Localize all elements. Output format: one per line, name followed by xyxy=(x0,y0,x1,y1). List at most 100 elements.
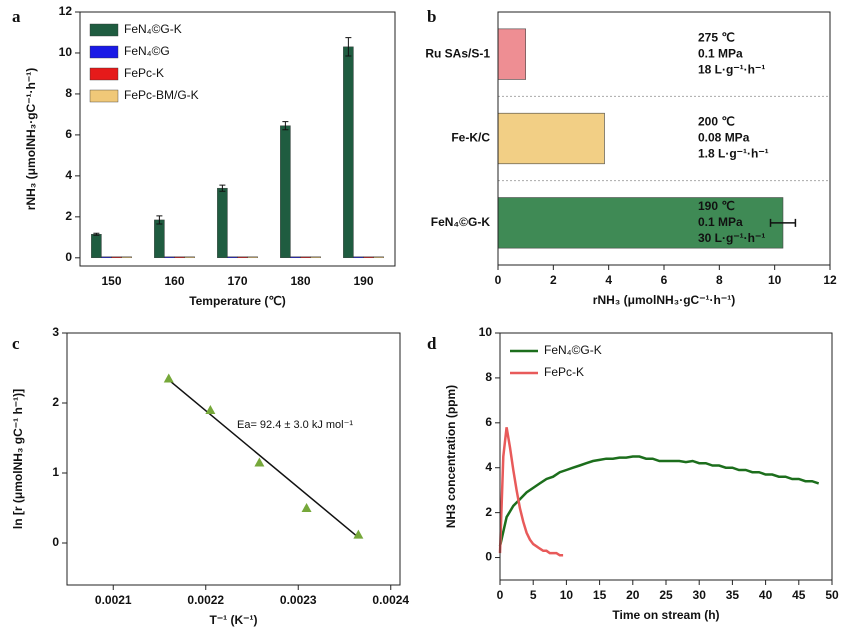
error-bar xyxy=(156,215,163,225)
legend-label: FeN₄©G xyxy=(124,44,170,58)
x-tick-label: 45 xyxy=(792,588,806,602)
x-tick-label: 0.0022 xyxy=(187,593,224,607)
x-tick-label: 0.0021 xyxy=(95,593,132,607)
bar xyxy=(497,197,784,249)
bar xyxy=(217,187,228,259)
bar xyxy=(121,256,132,259)
annotation: 18 L·g⁻¹·h⁻¹ xyxy=(698,62,765,76)
annotation: 1.8 L·g⁻¹·h⁻¹ xyxy=(698,147,769,161)
y-tick-label: 10 xyxy=(479,325,493,339)
x-tick-label: 25 xyxy=(659,588,673,602)
y-tick-label: 0 xyxy=(485,550,492,564)
annotation: 200 ℃ xyxy=(698,115,735,129)
panel-label: d xyxy=(427,334,437,353)
error-bar xyxy=(93,232,100,236)
legend-swatch xyxy=(89,23,119,37)
bar xyxy=(280,125,291,259)
y-tick-label: 2 xyxy=(65,209,72,223)
x-tick-label: 2 xyxy=(550,273,557,287)
bar xyxy=(174,256,185,259)
point xyxy=(301,503,312,512)
error-bar xyxy=(345,37,352,57)
annotation: 275 ℃ xyxy=(698,30,735,44)
y-tick-label: 2 xyxy=(52,395,59,409)
panel-label: b xyxy=(427,7,436,26)
annotation: 0.1 MPa xyxy=(698,215,743,229)
annotation: Ea= 92.4 ± 3.0 kJ mol⁻¹ xyxy=(237,419,353,431)
bar xyxy=(363,256,374,259)
x-tick-label: 0 xyxy=(497,588,504,602)
bar xyxy=(111,256,122,259)
x-tick-label: 190 xyxy=(353,274,373,288)
y-tick-label: FeN₄©G-K xyxy=(431,215,491,229)
y-axis-label: ln [r (μmolNH₃ gC⁻¹ h⁻¹)] xyxy=(11,389,25,529)
x-axis-label: rNH₃ (μmolNH₃·gC⁻¹·h⁻¹) xyxy=(593,293,735,307)
bar xyxy=(373,256,384,259)
y-tick-label: 6 xyxy=(65,127,72,141)
line xyxy=(498,427,564,557)
x-tick-label: 180 xyxy=(290,274,310,288)
x-tick-label: 0 xyxy=(495,273,502,287)
x-tick-label: 0.0023 xyxy=(280,593,317,607)
plot-frame xyxy=(66,332,401,586)
bar xyxy=(164,256,175,259)
y-tick-label: 0 xyxy=(65,250,72,264)
annotation: 190 ℃ xyxy=(698,199,735,213)
y-tick-label: 1 xyxy=(52,465,59,479)
line xyxy=(498,455,820,547)
x-axis-label: Temperature (℃) xyxy=(189,294,286,308)
bar xyxy=(101,256,112,259)
fit-line xyxy=(168,379,359,538)
bar xyxy=(227,256,238,259)
x-tick-label: 10 xyxy=(560,588,574,602)
point xyxy=(205,405,216,414)
bar xyxy=(290,256,301,259)
y-axis-label: NH3 concentration (ppm) xyxy=(444,385,458,528)
y-tick-label: 8 xyxy=(485,370,492,384)
y-tick-label: 3 xyxy=(52,325,59,339)
error-bar xyxy=(282,121,289,131)
y-tick-label: 0 xyxy=(52,535,59,549)
x-tick-label: 8 xyxy=(716,273,723,287)
legend-swatch xyxy=(89,45,119,59)
y-tick-label: 12 xyxy=(59,4,73,18)
legend-label: FeN₄©G-K xyxy=(124,22,182,36)
legend-swatch xyxy=(89,67,119,81)
bar xyxy=(247,256,258,259)
x-tick-label: 170 xyxy=(227,274,247,288)
y-tick-label: Ru SAs/S-1 xyxy=(425,46,490,60)
bar xyxy=(91,234,102,259)
panel-label: a xyxy=(12,7,21,26)
x-tick-label: 30 xyxy=(693,588,707,602)
y-tick-label: 10 xyxy=(59,45,73,59)
x-tick-label: 4 xyxy=(605,273,612,287)
y-tick-label: 2 xyxy=(485,505,492,519)
bar xyxy=(343,46,354,259)
annotation: 30 L·g⁻¹·h⁻¹ xyxy=(698,231,765,245)
bar xyxy=(300,256,311,259)
legend-swatch xyxy=(89,89,119,103)
y-axis-label: rNH₃ (μmolNH₃·gC⁻¹·h⁻¹) xyxy=(24,68,38,210)
x-tick-label: 50 xyxy=(825,588,839,602)
legend-label: FePc-K xyxy=(544,365,584,379)
y-tick-label: 8 xyxy=(65,86,72,100)
bar xyxy=(497,112,605,165)
y-tick-label: 4 xyxy=(65,168,72,182)
plot-frame xyxy=(497,11,831,266)
x-tick-label: 150 xyxy=(101,274,121,288)
bar xyxy=(237,256,248,259)
x-tick-label: 0.0024 xyxy=(372,593,409,607)
point xyxy=(163,373,174,383)
bar xyxy=(154,219,165,259)
y-tick-label: Fe-K/C xyxy=(451,131,490,145)
x-tick-label: 160 xyxy=(164,274,184,288)
x-tick-label: 10 xyxy=(768,273,782,287)
x-tick-label: 35 xyxy=(726,588,740,602)
error-bar xyxy=(219,184,226,192)
x-tick-label: 6 xyxy=(661,273,668,287)
bar xyxy=(310,256,321,259)
x-tick-label: 15 xyxy=(593,588,607,602)
y-tick-label: 4 xyxy=(485,460,492,474)
bar xyxy=(353,256,364,259)
